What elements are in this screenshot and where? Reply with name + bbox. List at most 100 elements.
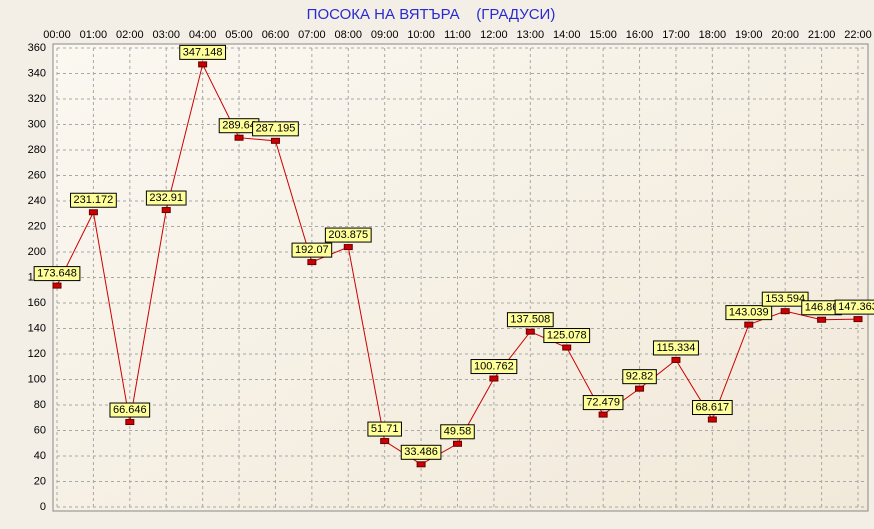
y-tick-label: 80 [34, 399, 46, 411]
value-label-box [440, 424, 475, 440]
y-tick-label: 60 [34, 424, 46, 436]
value-label-box [70, 192, 117, 208]
y-tick-label: 120 [28, 348, 46, 360]
value-label-box [692, 400, 733, 416]
y-tick-label: 320 [28, 93, 46, 105]
value-label-box [470, 359, 518, 375]
x-tick-label: 08:00 [335, 29, 363, 41]
data-point [671, 356, 681, 363]
value-label-box [652, 340, 699, 356]
data-point [598, 411, 608, 418]
y-tick-label: 40 [34, 450, 46, 462]
value-label-box [252, 121, 299, 137]
x-tick-label: 12:00 [480, 29, 508, 41]
value-label: 289.64 [222, 120, 256, 132]
data-point [161, 207, 171, 214]
y-tick-label: 20 [34, 475, 46, 487]
x-tick-label: 20:00 [771, 29, 799, 41]
value-label-box [179, 44, 227, 60]
value-label: 72.479 [586, 396, 620, 408]
value-label: 231.172 [74, 194, 114, 206]
value-label-box [622, 369, 657, 385]
data-point [780, 308, 790, 315]
x-tick-label: 01:00 [80, 29, 108, 41]
x-tick-label: 06:00 [262, 29, 290, 41]
value-label-box [400, 444, 442, 460]
value-label-box [543, 328, 591, 344]
x-tick-label: 05:00 [225, 29, 253, 41]
data-point [635, 385, 645, 392]
value-label: 92.82 [626, 371, 654, 383]
y-tick-label: 300 [28, 118, 46, 130]
x-tick-label: 16:00 [626, 29, 654, 41]
value-label: 68.617 [696, 401, 730, 413]
y-tick-label: 0 [40, 501, 46, 513]
y-tick-label: 240 [28, 195, 46, 207]
value-label: 203.875 [328, 229, 368, 241]
value-label: 143.039 [729, 307, 769, 319]
x-tick-label: 14:00 [553, 29, 581, 41]
data-point [817, 316, 827, 323]
value-label: 51.71 [371, 423, 399, 435]
value-label: 153.594 [765, 293, 805, 305]
x-tick-label: 21:00 [808, 29, 836, 41]
value-label: 192.07 [295, 244, 329, 256]
data-point [198, 61, 208, 68]
x-tick-label: 18:00 [699, 29, 727, 41]
x-tick-label: 13:00 [517, 29, 545, 41]
data-point [380, 438, 390, 445]
data-point [853, 316, 863, 323]
y-tick-label: 160 [28, 297, 46, 309]
value-label-box [834, 299, 874, 315]
value-label-box [506, 312, 554, 328]
value-label: 100.762 [474, 360, 514, 372]
value-label: 49.58 [444, 426, 472, 438]
data-point [270, 137, 280, 144]
data-point [343, 244, 353, 251]
y-tick-label: 200 [28, 246, 46, 258]
value-label: 146.86 [805, 302, 839, 314]
value-label-box [725, 305, 773, 321]
y-tick-label: 280 [28, 144, 46, 156]
value-label-box [109, 402, 151, 418]
x-tick-label: 02:00 [116, 29, 144, 41]
x-tick-label: 07:00 [298, 29, 326, 41]
x-tick-label: 10:00 [407, 29, 435, 41]
y-tick-label: 360 [28, 42, 46, 54]
data-point [52, 282, 62, 289]
x-tick-label: 15:00 [589, 29, 617, 41]
data-point [562, 344, 572, 351]
data-point [707, 416, 717, 423]
x-tick-label: 00:00 [43, 29, 71, 41]
data-point [525, 328, 535, 335]
data-point [125, 419, 135, 426]
data-point [234, 134, 244, 141]
value-label: 147.363 [838, 301, 874, 313]
value-label: 287.195 [256, 123, 296, 135]
data-point [416, 461, 426, 468]
value-label: 347.148 [183, 46, 223, 58]
x-tick-label: 11:00 [444, 29, 471, 41]
value-label: 66.646 [113, 404, 147, 416]
data-point [489, 375, 499, 382]
data-point [453, 440, 462, 447]
data-point [88, 209, 98, 216]
value-label: 33.486 [404, 446, 438, 458]
x-tick-label: 19:00 [735, 29, 763, 41]
x-tick-label: 04:00 [189, 29, 217, 41]
y-tick-label: 140 [28, 322, 46, 334]
y-tick-label: 340 [28, 67, 46, 79]
value-label-box [761, 291, 809, 307]
value-label: 173.648 [37, 268, 77, 280]
value-label-box [367, 421, 402, 437]
value-label-box [33, 266, 81, 282]
chart-title: ПОСОКА НА ВЯТЪРА (ГРАДУСИ) [307, 6, 556, 23]
y-tick-label: 100 [28, 373, 46, 385]
value-label-box [145, 190, 187, 206]
value-label-box [324, 227, 372, 243]
x-tick-label: 09:00 [371, 29, 399, 41]
value-label: 125.078 [547, 329, 587, 341]
value-label-box [582, 395, 624, 411]
